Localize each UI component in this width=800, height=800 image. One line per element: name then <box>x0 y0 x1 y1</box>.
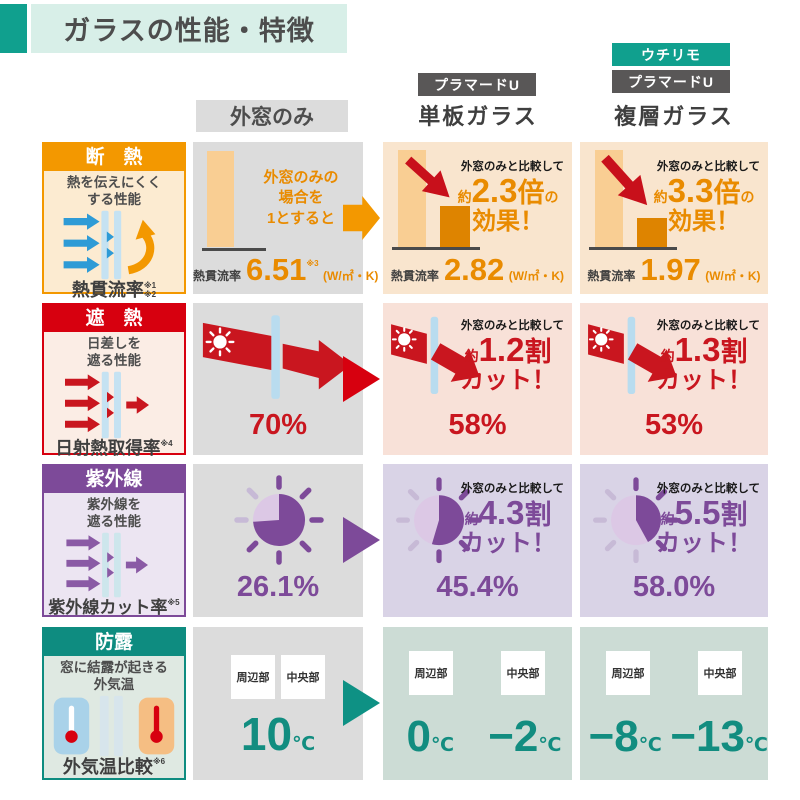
factor-value: 4.3 <box>478 494 525 531</box>
compare-note: 外窓のみと比較して <box>656 320 760 332</box>
row-title-condensation: 防露 <box>44 629 184 656</box>
temp-base: 10 <box>240 708 293 760</box>
insulation-arrows-icon <box>63 210 156 279</box>
uv-pie-sun-icon <box>396 477 482 564</box>
insulation-base-cell: 外窓のみの 場合を 1とすると 熱貫流率 6.51※3 (W/㎡・K) <box>193 142 378 294</box>
temp-double-edge: −8 <box>588 712 639 761</box>
row-label-condensation: 防露 窓に結露が起きる 外気温 外気温比較 ※6 <box>42 627 186 780</box>
center-label-box: 中央部 <box>698 651 742 695</box>
temp-single-center: −2 <box>488 712 539 761</box>
base-note-line3: 1とすると <box>267 209 335 227</box>
shgc-single: 58% <box>448 409 507 441</box>
page-title: ガラスの性能・特徴 <box>63 16 315 46</box>
insulation-note1: ※1 <box>143 280 157 290</box>
center-label-box: 中央部 <box>501 651 545 695</box>
effect-label: カット！ <box>460 529 556 557</box>
uv-arrows-icon <box>66 532 148 598</box>
effect-label: カット！ <box>460 366 556 394</box>
sun-beam-cut-icon <box>391 316 480 395</box>
uv-cut-single: 45.4% <box>436 571 519 603</box>
title-accent-square <box>0 4 27 53</box>
page-title-bar: ガラスの性能・特徴 <box>31 4 347 53</box>
condensation-double-cell: 周辺部 中央部 −8℃ −13℃ <box>580 627 768 780</box>
unit: (W/㎡・K) <box>323 269 379 283</box>
compare-note: 外窓のみと比較して <box>656 483 760 495</box>
insulation-double-cell: 外窓のみと比較して 約3.3倍の 効果！ 熱貫流率 1.97 (W/㎡・K) <box>580 142 768 294</box>
condensation-single-cell: 周辺部 中央部 0℃ −2℃ <box>383 627 572 780</box>
u-value-double: 1.97 <box>640 252 701 287</box>
row-label-insulation: 断 熱 熱を伝えにくく する性能 熱貫流率 ※1 ※2 <box>42 142 186 299</box>
insulation-note2: ※2 <box>143 289 157 299</box>
base-note-line2: 場合を <box>278 189 324 207</box>
value-note: ※3 <box>306 259 319 268</box>
row-title-insulation: 断 熱 <box>44 144 184 171</box>
row-label-uv: 紫外線 紫外線を 遮る性能 紫外線カット率 ※5 <box>42 464 186 617</box>
shading-double-cell: 外窓のみと比較して 約1.3割 カット！ 53% <box>580 303 768 455</box>
factor-value: 1.3 <box>674 331 721 368</box>
edge-label-box: 周辺部 <box>606 651 650 695</box>
thermometers-icon <box>53 695 175 756</box>
edge-label-box: 周辺部 <box>409 651 453 695</box>
shading-base-cell: 70% <box>193 303 363 455</box>
row-label-shading: 遮 熱 日差しを 遮る性能 日射熱取得率 ※4 <box>42 303 186 458</box>
uv-base-cell: 26.1% <box>193 464 363 617</box>
compare-note: 外窓のみと比較して <box>460 320 564 332</box>
condensation-note: ※6 <box>152 756 166 766</box>
effect-label: 効果！ <box>472 207 544 235</box>
row-title-shading: 遮 熱 <box>44 305 184 332</box>
effect-label: 効果！ <box>668 207 740 235</box>
uv-metric-label: 紫外線カット率 <box>48 597 168 617</box>
effect-label: カット！ <box>656 529 752 557</box>
badge-plamado-u-double: プラマードU <box>612 70 730 93</box>
metric-label: 熱貫流率 <box>193 269 242 283</box>
down-arrow-icon <box>601 154 648 206</box>
insulation-desc-line1: 熱を伝えにくく <box>66 175 162 190</box>
insulation-metric-label: 熱貫流率 <box>71 279 144 300</box>
factor-value: 3.3 <box>667 172 714 209</box>
shading-arrows-icon <box>65 371 149 438</box>
badge-plamado-u-single: プラマードU <box>418 73 536 96</box>
column-header-double: 複層ガラス <box>614 104 734 129</box>
compare-note: 外窓のみと比較して <box>656 161 760 173</box>
row-title-uv: 紫外線 <box>44 466 184 493</box>
u-value-single: 2.82 <box>443 252 505 287</box>
base-bar <box>207 151 234 247</box>
edge-label-box: 周辺部 <box>231 655 275 699</box>
down-arrow-icon <box>405 156 450 198</box>
uv-cut-double: 58.0% <box>632 571 716 603</box>
uv-single-cell: 外窓のみと比較して 約4.3割 カット！ 45.4% <box>383 464 572 617</box>
insulation-desc-line2: する性能 <box>86 191 141 207</box>
uv-pie-sun-icon <box>593 477 679 564</box>
insulation-single-cell: 外窓のみと比較して 約2.3倍の 効果！ 熱貫流率 2.82 (W/㎡・K) <box>383 142 572 294</box>
u-value-base: 6.51 <box>246 252 307 287</box>
compare-note: 外窓のみと比較して <box>460 483 564 495</box>
shading-metric-label: 日射熱取得率 <box>55 437 161 458</box>
uv-cut-base: 26.1% <box>236 571 320 603</box>
column-header-single: 単板ガラス <box>418 104 538 129</box>
temp-double-center: −13 <box>670 712 745 761</box>
condensation-base-cell: 周辺部 中央部 10℃ <box>193 627 363 780</box>
badge-uchirimo: ウチリモ <box>612 43 730 66</box>
uv-note: ※5 <box>167 597 180 607</box>
effect-label: カット！ <box>656 366 752 394</box>
uv-pie-sun-icon <box>234 475 324 565</box>
factor-value: 5.5 <box>674 494 721 531</box>
column-header-base: 外窓のみ <box>196 100 348 132</box>
base-note-line1: 外窓のみの <box>263 169 339 186</box>
shading-single-cell: 外窓のみと比較して 約1.2割 カット！ 58% <box>383 303 572 455</box>
shading-note: ※4 <box>160 438 173 448</box>
factor-value: 2.3 <box>471 172 518 209</box>
factor-value: 1.2 <box>478 331 525 368</box>
sun-beam-icon <box>202 315 352 399</box>
shgc-base: 70% <box>248 409 308 441</box>
compare-note: 外窓のみと比較して <box>460 161 564 173</box>
temp-single-edge: 0 <box>406 712 431 761</box>
condensation-metric-label: 外気温比較 <box>62 756 153 777</box>
center-label-box: 中央部 <box>281 655 325 699</box>
sun-beam-cut-icon <box>588 316 677 395</box>
uv-double-cell: 外窓のみと比較して 約5.5割 カット！ 58.0% <box>580 464 768 617</box>
shgc-double: 53% <box>644 409 704 441</box>
